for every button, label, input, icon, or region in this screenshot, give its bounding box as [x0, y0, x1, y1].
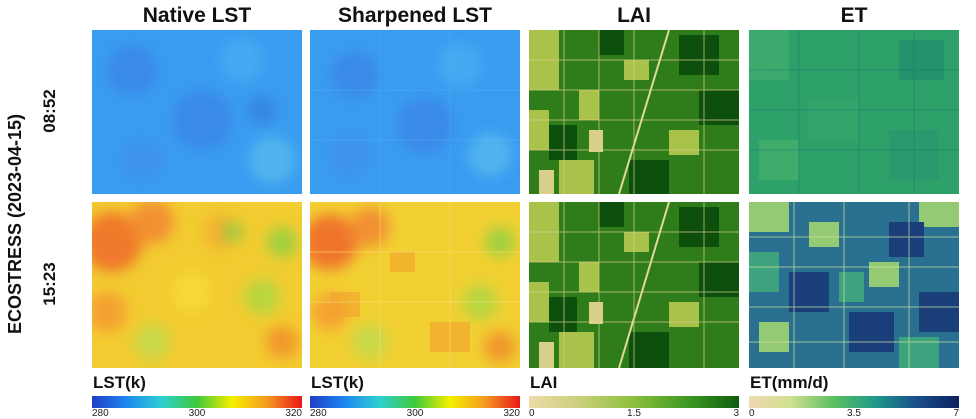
colorbar-ticks-native-lst: 280 300 320: [92, 409, 302, 419]
tick-label: 280: [310, 408, 327, 419]
colorbar-lai: [529, 396, 739, 408]
column-title-native-lst: Native LST: [142, 4, 252, 27]
tick-label: 0: [529, 408, 535, 419]
colorbar-ticks-et: 0 3.5 7: [749, 409, 959, 419]
panel-lai-morning: [529, 30, 739, 194]
side-label: ECOSTRESS (2023-04-15): [5, 113, 25, 335]
tick-label: 3.5: [847, 408, 861, 419]
panel-native-lst-afternoon: [92, 202, 302, 368]
tick-label: 320: [503, 408, 520, 419]
tick-label: 300: [406, 408, 424, 419]
column-title-lai: LAI: [617, 4, 651, 27]
tick-label: 0: [749, 408, 755, 419]
column-title-et: ET: [840, 4, 868, 27]
panel-lai-afternoon: [529, 202, 739, 368]
panel-native-lst-morning: [92, 30, 302, 194]
panel-sharpened-lst-morning: [310, 30, 520, 194]
tick-label: 320: [285, 408, 302, 419]
panel-sharpened-lst-afternoon: [310, 202, 520, 368]
colorbar-label-native-lst: LST(k): [93, 373, 146, 392]
colorbar-ticks-lai: 0 1.5 3: [529, 409, 739, 419]
colorbar-native-lst: [92, 396, 302, 408]
colorbar-sharpened-lst: [310, 396, 520, 408]
tick-label: 300: [188, 408, 206, 419]
row-label-afternoon: 15:23: [40, 262, 59, 306]
tick-label: 280: [92, 408, 109, 419]
tick-label: 3: [733, 408, 739, 419]
panel-et-morning: [749, 30, 959, 194]
colorbar-label-et: ET(mm/d): [750, 373, 829, 392]
colorbar-et: [749, 396, 959, 408]
tick-label: 7: [953, 408, 959, 419]
colorbar-ticks-sharpened-lst: 280 300 320: [310, 409, 520, 419]
row-label-morning: 08:52: [40, 89, 59, 133]
colorbar-label-lai: LAI: [530, 373, 558, 392]
tick-label: 1.5: [627, 408, 641, 419]
colorbar-label-sharpened-lst: LST(k): [311, 373, 364, 392]
panel-et-afternoon: [749, 202, 959, 368]
column-title-sharpened-lst: Sharpened LST: [337, 4, 493, 27]
